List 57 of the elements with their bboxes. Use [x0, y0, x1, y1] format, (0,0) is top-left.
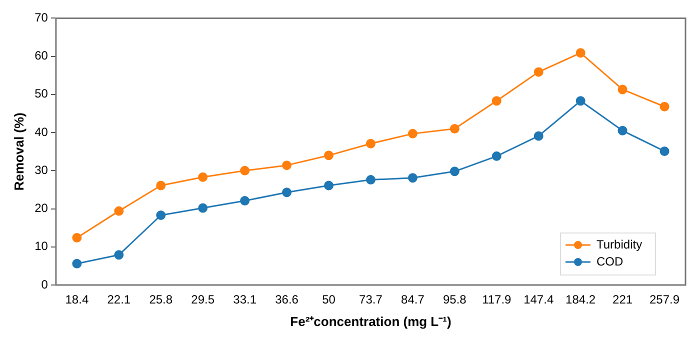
- point: [72, 232, 82, 242]
- point: [408, 128, 418, 138]
- point: [324, 150, 334, 160]
- y-tick-label: 70: [34, 10, 48, 25]
- point: [660, 102, 670, 112]
- y-tick-label: 40: [34, 124, 48, 139]
- x-tick-label: 29.5: [191, 292, 215, 307]
- y-tick-label: 20: [34, 201, 48, 216]
- x-tick-label: 95.8: [442, 292, 467, 307]
- x-tick-label: 22.1: [107, 292, 131, 307]
- point: [324, 180, 334, 190]
- y-axis-title: Removal (%): [11, 112, 26, 191]
- point: [198, 172, 208, 182]
- legend-label: COD: [596, 254, 624, 268]
- point: [240, 196, 250, 206]
- point: [534, 67, 544, 77]
- point: [114, 206, 124, 216]
- x-tick-label: 25.8: [149, 292, 173, 307]
- point: [660, 146, 670, 156]
- point: [618, 84, 628, 94]
- point: [618, 126, 628, 136]
- point: [534, 131, 544, 141]
- point: [156, 210, 166, 220]
- y-tick-label: 10: [34, 239, 48, 254]
- point: [114, 250, 124, 260]
- point: [576, 48, 586, 58]
- point: [282, 188, 292, 198]
- x-tick-label: 73.7: [359, 292, 383, 307]
- x-tick-label: 257.9: [650, 292, 680, 307]
- point: [450, 124, 460, 134]
- point: [492, 96, 502, 106]
- x-tick-label: 221: [612, 292, 633, 307]
- x-tick-label: 36.6: [275, 292, 299, 307]
- point: [198, 203, 208, 213]
- x-tick-label: 50: [322, 292, 336, 307]
- point: [576, 96, 586, 106]
- point: [366, 175, 376, 185]
- point: [240, 166, 250, 176]
- y-tick-label: 0: [41, 277, 48, 292]
- point: [408, 173, 418, 183]
- x-tick-label: 117.9: [482, 292, 512, 307]
- x-tick-label: 18.4: [65, 292, 89, 307]
- x-axis-title: Fe²⁺concentration (mg L⁻¹): [290, 314, 452, 329]
- x-tick-label: 33.1: [233, 292, 257, 307]
- point: [282, 160, 292, 170]
- y-tick-label: 50: [34, 86, 48, 101]
- point: [450, 166, 460, 176]
- point: [366, 138, 376, 148]
- y-tick-label: 30: [34, 162, 48, 177]
- point: [72, 258, 82, 268]
- x-tick-label: 147.4: [524, 292, 554, 307]
- point: [156, 180, 166, 190]
- x-tick-label: 184.2: [566, 292, 596, 307]
- x-tick-label: 84.7: [401, 292, 425, 307]
- point: [492, 151, 502, 161]
- legend-label: Turbidity: [596, 237, 642, 252]
- y-tick-label: 60: [34, 48, 48, 63]
